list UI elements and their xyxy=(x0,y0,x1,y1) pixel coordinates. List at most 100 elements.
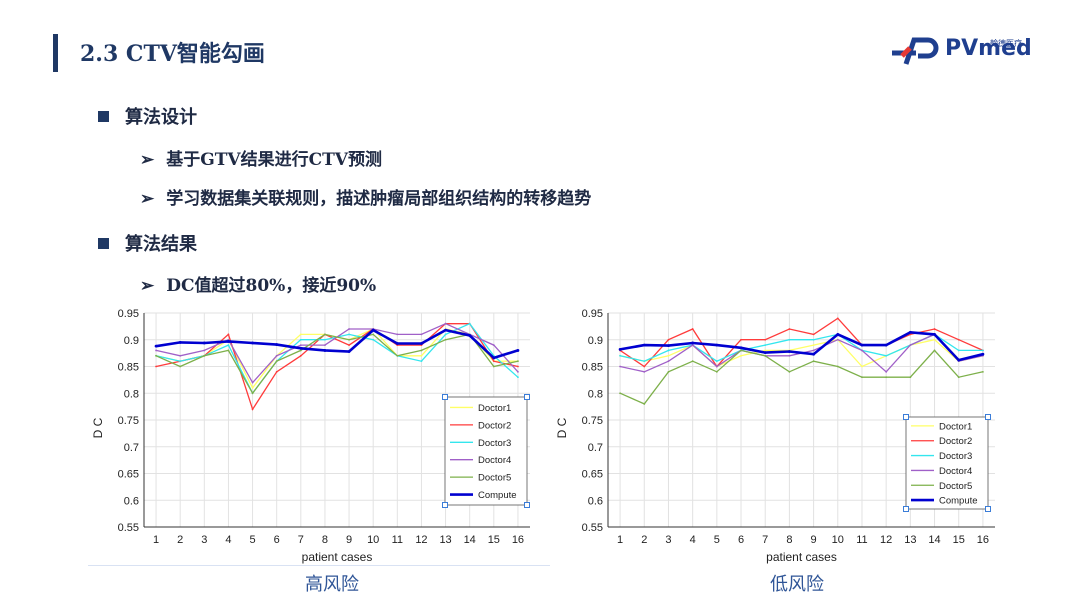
y-tick-label: 0.95 xyxy=(582,308,603,320)
data-point-doctor5 xyxy=(227,349,230,352)
series-line-compute xyxy=(619,330,984,362)
data-point-doctor2 xyxy=(517,365,519,368)
y-tick-label: 0.75 xyxy=(582,415,603,427)
data-point-doctor3 xyxy=(420,360,423,363)
data-point-doctor4 xyxy=(324,344,326,346)
x-tick-label: 10 xyxy=(367,534,379,546)
series-line-doctor2 xyxy=(619,317,984,368)
legend-label-compute: Compute xyxy=(939,496,978,507)
x-tick-label: 1 xyxy=(153,534,159,546)
data-point-doctor5 xyxy=(667,370,670,373)
data-point-compute xyxy=(468,334,472,337)
y-tick-label: 0.85 xyxy=(582,362,603,374)
x-tick-label: 12 xyxy=(415,534,427,546)
data-point-doctor3 xyxy=(667,349,670,352)
y-tick-label: 0.65 xyxy=(118,469,139,481)
data-point-compute xyxy=(299,346,303,350)
data-point-doctor2 xyxy=(788,328,791,330)
data-point-doctor1 xyxy=(812,344,815,346)
data-point-doctor5 xyxy=(251,392,254,395)
data-point-compute xyxy=(933,333,936,336)
data-point-doctor3 xyxy=(348,333,350,336)
legend-handle xyxy=(442,394,448,400)
data-point-doctor4 xyxy=(619,365,621,368)
data-point-doctor4 xyxy=(275,354,278,357)
data-point-doctor5 xyxy=(155,354,157,357)
data-point-doctor5 xyxy=(764,354,767,357)
data-point-doctor5 xyxy=(643,403,646,405)
data-point-doctor1 xyxy=(740,354,742,357)
x-tick-label: 2 xyxy=(641,534,647,546)
data-point-doctor3 xyxy=(517,376,519,379)
x-tick-label: 2 xyxy=(177,534,183,546)
data-point-doctor5 xyxy=(957,376,960,379)
data-point-doctor4 xyxy=(299,344,302,346)
legend-label-doctor5: Doctor5 xyxy=(939,481,972,492)
y-tick-label: 0.8 xyxy=(588,388,603,400)
legend-label-compute: Compute xyxy=(478,490,517,501)
legend-box xyxy=(444,396,528,506)
legend-label-doctor1: Doctor1 xyxy=(939,421,972,432)
x-tick-label: 12 xyxy=(880,534,892,546)
sub-bullet-text: 基于GTV结果进行CTV预测 xyxy=(166,150,382,170)
data-point-doctor4 xyxy=(444,322,447,325)
legend-label-doctor2: Doctor2 xyxy=(939,436,972,447)
x-tick-label: 9 xyxy=(346,534,352,546)
data-point-doctor3 xyxy=(299,338,302,341)
x-tick-label: 3 xyxy=(665,534,671,546)
data-point-doctor3 xyxy=(788,338,791,341)
data-point-doctor5 xyxy=(372,333,375,336)
y-tick-label: 0.85 xyxy=(118,362,139,374)
sub-bullet-text: 学习数据集关联规则，描述肿瘤局部组织结构的转移趋势 xyxy=(166,189,592,209)
legend-label-doctor3: Doctor3 xyxy=(478,438,511,449)
data-point-compute xyxy=(347,350,351,353)
bullet-label: 算法设计 xyxy=(125,107,197,128)
data-point-compute xyxy=(251,341,254,345)
x-tick-label: 4 xyxy=(225,534,231,546)
data-point-doctor2 xyxy=(764,338,767,341)
data-point-doctor2 xyxy=(155,365,157,368)
data-point-doctor5 xyxy=(836,365,839,368)
data-point-doctor3 xyxy=(812,338,815,341)
x-tick-label: 7 xyxy=(298,534,304,546)
legend-label-doctor5: Doctor5 xyxy=(478,473,511,484)
caption-low-risk: 低风险 xyxy=(770,574,824,595)
x-tick-label: 15 xyxy=(953,534,965,546)
bullet-results: 算法结果 xyxy=(98,230,197,256)
legend-handle xyxy=(903,414,909,420)
y-tick-label: 0.65 xyxy=(582,469,603,481)
x-tick-label: 6 xyxy=(274,534,280,546)
logo-text: PVmed xyxy=(945,36,1032,61)
y-tick-label: 0.9 xyxy=(124,335,139,347)
legend-label-doctor1: Doctor1 xyxy=(478,403,511,414)
data-point-compute xyxy=(763,351,767,354)
data-point-doctor4 xyxy=(836,338,839,341)
series-line-compute xyxy=(155,328,519,360)
data-point-doctor3 xyxy=(444,333,447,336)
y-tick-label: 0.7 xyxy=(124,442,139,454)
data-point-doctor4 xyxy=(420,333,423,336)
data-point-doctor4 xyxy=(203,349,206,352)
data-point-doctor5 xyxy=(299,349,302,352)
data-point-compute xyxy=(154,344,158,348)
legend-handle xyxy=(524,394,530,400)
data-point-doctor3 xyxy=(957,349,960,352)
data-point-doctor5 xyxy=(444,338,447,341)
data-point-doctor4 xyxy=(492,344,495,346)
data-point-doctor4 xyxy=(251,381,254,384)
legend-handle xyxy=(985,414,991,420)
data-point-doctor1 xyxy=(667,354,670,357)
data-point-doctor5 xyxy=(179,365,182,368)
sub-bullet-text: DC值超过80%，接近90% xyxy=(166,276,377,296)
data-point-compute xyxy=(836,333,840,336)
data-point-doctor1 xyxy=(861,365,863,368)
data-point-doctor3 xyxy=(643,360,646,363)
data-point-compute xyxy=(618,347,622,351)
data-point-doctor5 xyxy=(492,365,495,368)
data-point-doctor5 xyxy=(788,370,791,373)
data-point-doctor3 xyxy=(619,354,621,357)
y-tick-label: 0.8 xyxy=(124,388,139,400)
data-point-doctor4 xyxy=(861,349,863,352)
data-point-doctor3 xyxy=(468,322,471,325)
logo-subtext: 翰德医疗 xyxy=(990,39,1022,48)
